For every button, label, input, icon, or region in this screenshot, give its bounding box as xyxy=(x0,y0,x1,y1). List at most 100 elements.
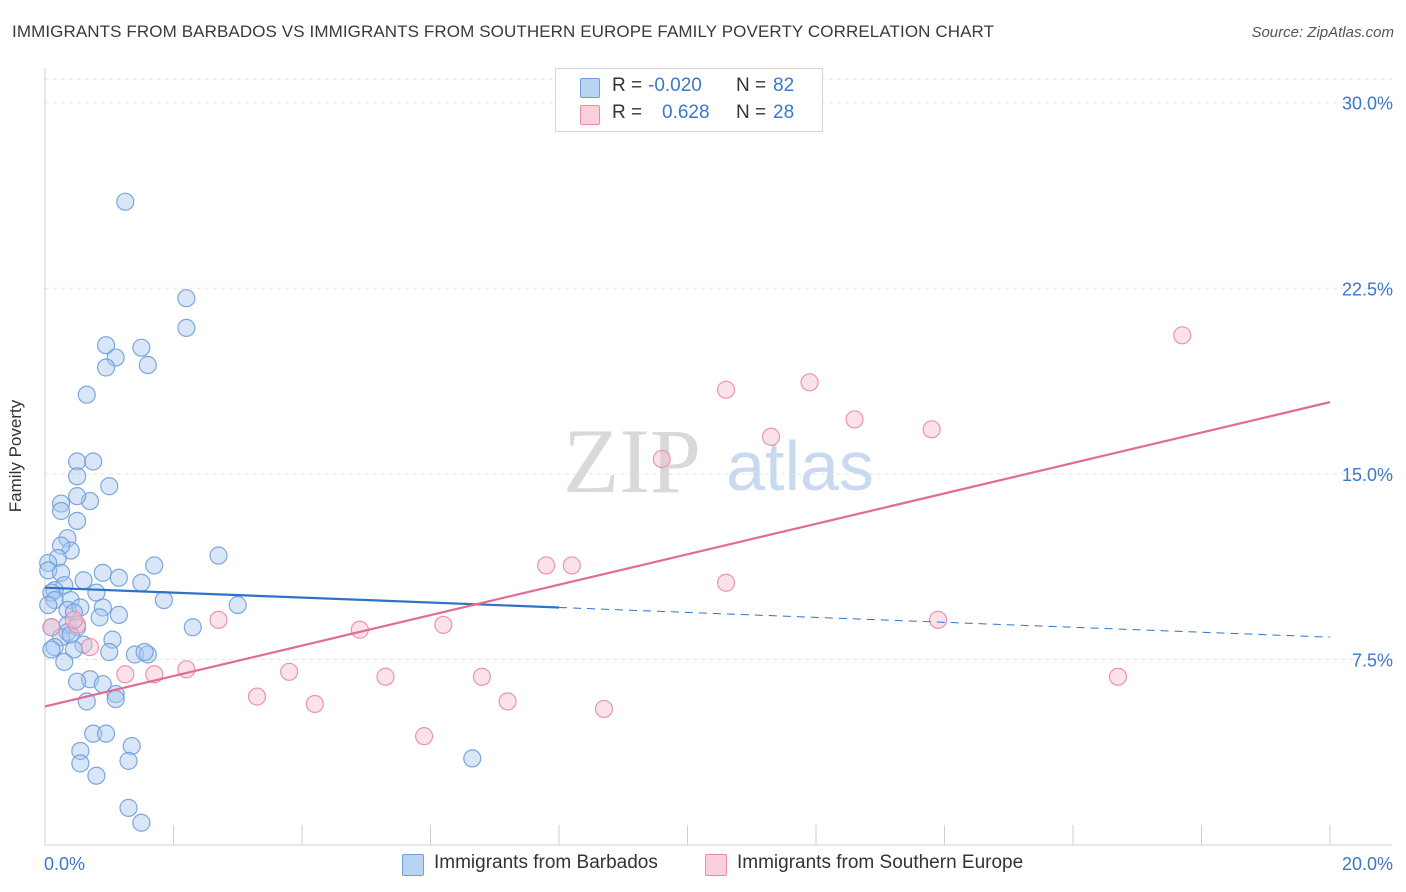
barbados-point xyxy=(463,749,482,768)
southern-europe-point xyxy=(247,687,267,706)
watermark: ZIP atlas xyxy=(563,410,874,512)
barbados-point xyxy=(138,645,157,664)
x-tick-label-max: 20.0% xyxy=(1342,854,1393,874)
barbados-point xyxy=(177,318,196,337)
barbados-point xyxy=(84,452,103,471)
legend-r-label: R = xyxy=(612,102,643,123)
southern-europe-point xyxy=(761,427,781,446)
data-points xyxy=(39,192,1192,832)
barbados-point xyxy=(132,338,151,357)
tick-labels: 7.5% 15.0% 22.5% 30.0% 0.0% 20.0% xyxy=(44,94,1393,874)
watermark-zip: ZIP xyxy=(563,410,701,512)
barbados-point xyxy=(96,724,116,743)
bottom-legend-label-southern-europe: Immigrants from Southern Europe xyxy=(737,852,1024,873)
southern-europe-point xyxy=(845,410,864,429)
barbados-point xyxy=(122,736,141,756)
southern-europe-point xyxy=(42,618,61,637)
southern-europe-point xyxy=(716,380,736,399)
y-axis-label: Family Poverty xyxy=(6,399,25,513)
southern-europe-point xyxy=(280,662,299,681)
barbados-point xyxy=(51,494,71,513)
southern-europe-point xyxy=(68,615,87,634)
bottom-legend-swatch-barbados xyxy=(402,854,424,876)
barbados-point xyxy=(68,672,87,691)
southern-europe-point xyxy=(594,699,614,719)
southern-europe-point xyxy=(537,556,556,575)
barbados-point xyxy=(228,595,247,615)
barbados-point xyxy=(68,452,87,471)
barbados-point xyxy=(68,487,87,506)
barbados-point xyxy=(87,766,106,785)
barbados-trend-extension xyxy=(558,606,1331,638)
southern-europe-point xyxy=(472,667,491,686)
barbados-point xyxy=(96,358,116,377)
grid-lines xyxy=(45,78,1392,660)
barbados-point xyxy=(154,590,173,610)
watermark-atlas: atlas xyxy=(726,427,874,505)
barbados-point xyxy=(77,385,96,404)
barbados-point xyxy=(106,689,125,709)
southern-europe-point xyxy=(376,667,395,686)
barbados-point xyxy=(96,336,116,355)
barbados-point xyxy=(119,751,138,770)
barbados-point xyxy=(90,608,109,627)
southern-europe-point xyxy=(928,610,948,629)
legend-swatch-southern-europe xyxy=(580,105,600,125)
barbados-point xyxy=(116,192,135,211)
barbados-point xyxy=(177,289,196,308)
barbados-point xyxy=(71,741,90,761)
barbados-point xyxy=(68,511,87,530)
barbados-point xyxy=(61,625,80,644)
bottom-legend-label-barbados: Immigrants from Barbados xyxy=(434,852,658,873)
legend-r-value-southern-europe: 0.628 xyxy=(662,102,710,123)
southern-europe-point xyxy=(800,373,819,392)
barbados-point xyxy=(55,652,74,672)
barbados-trend-line xyxy=(44,586,560,609)
barbados-point xyxy=(106,348,125,367)
y-tick-label: 22.5% xyxy=(1342,279,1393,299)
barbados-point xyxy=(74,571,93,590)
southern-europe-trend-line xyxy=(44,401,1331,708)
barbados-point xyxy=(109,605,128,625)
southern-europe-point xyxy=(562,556,581,575)
barbados-point xyxy=(109,568,128,587)
y-tick-label: 7.5% xyxy=(1352,650,1393,670)
barbados-point xyxy=(39,553,58,573)
barbados-point xyxy=(93,563,112,582)
barbados-point xyxy=(132,813,151,832)
barbados-point xyxy=(135,642,154,662)
southern-europe-point xyxy=(1108,667,1128,686)
southern-europe-point xyxy=(305,694,324,714)
legend-r-label: R = xyxy=(612,75,643,96)
barbados-point xyxy=(39,595,58,615)
barbados-point xyxy=(100,642,119,662)
barbados-point xyxy=(51,501,71,521)
barbados-point xyxy=(138,355,157,375)
southern-europe-point xyxy=(434,615,453,634)
barbados-point xyxy=(93,598,112,617)
correlation-legend: R = -0.020 N = 82 R = 0.628 N = 28 xyxy=(555,68,823,132)
legend-r-value-barbados: -0.020 xyxy=(648,75,702,96)
barbados-point xyxy=(145,556,164,575)
y-tick-label: 15.0% xyxy=(1342,465,1393,485)
barbados-point xyxy=(132,573,151,592)
southern-europe-point xyxy=(922,420,941,439)
y-tick-label: 30.0% xyxy=(1342,94,1393,114)
southern-europe-point xyxy=(80,637,100,657)
southern-europe-point xyxy=(498,692,517,711)
southern-europe-point xyxy=(716,573,736,592)
legend-n-label: N = xyxy=(736,75,767,96)
barbados-point xyxy=(209,546,228,565)
barbados-point xyxy=(42,640,61,659)
southern-europe-point xyxy=(414,727,434,746)
axes xyxy=(44,68,1392,846)
bottom-legend-swatch-southern-europe xyxy=(705,854,727,876)
legend-n-value-barbados: 82 xyxy=(773,75,795,96)
source-credit: Source: ZipAtlas.com xyxy=(1251,24,1394,41)
legend-n-label: N = xyxy=(736,102,767,123)
chart-title: IMMIGRANTS FROM BARBADOS VS IMMIGRANTS F… xyxy=(12,22,995,41)
southern-europe-point xyxy=(116,665,135,684)
trend-lines xyxy=(44,401,1331,708)
southern-europe-point xyxy=(652,449,671,469)
